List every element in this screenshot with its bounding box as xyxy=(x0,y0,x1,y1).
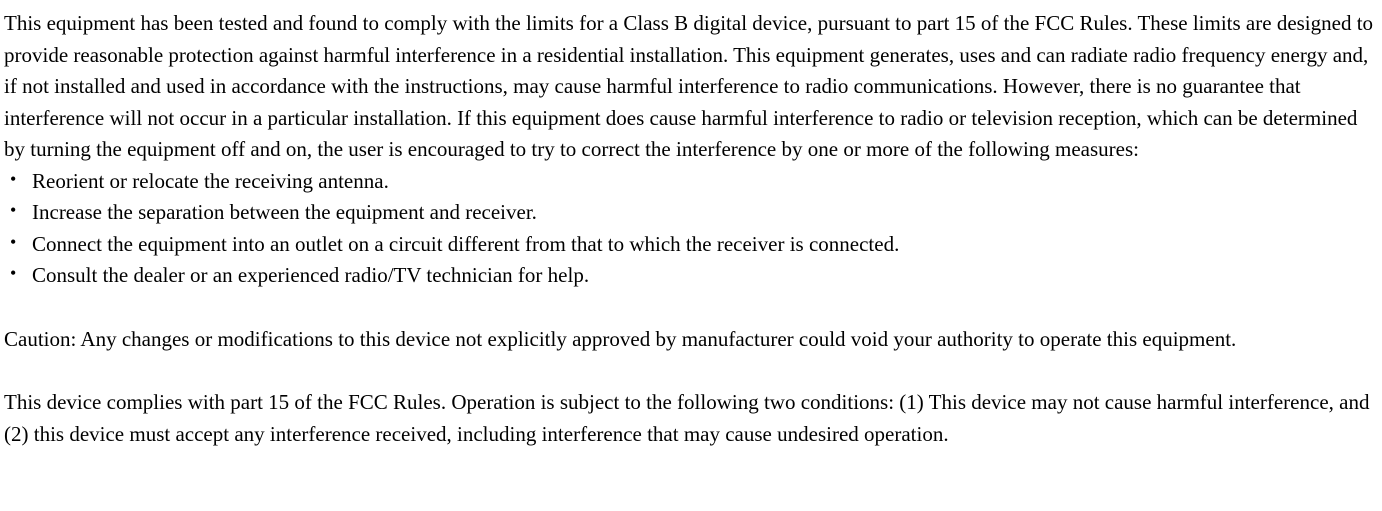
spacer xyxy=(4,292,1374,324)
list-item: Consult the dealer or an experienced rad… xyxy=(4,260,1374,292)
list-item: Increase the separation between the equi… xyxy=(4,197,1374,229)
main-paragraph: This equipment has been tested and found… xyxy=(4,8,1374,166)
compliance-paragraph: This device complies with part 15 of the… xyxy=(4,387,1374,450)
spacer xyxy=(4,355,1374,387)
list-item: Reorient or relocate the receiving anten… xyxy=(4,166,1374,198)
caution-paragraph: Caution: Any changes or modifications to… xyxy=(4,324,1374,356)
list-item: Connect the equipment into an outlet on … xyxy=(4,229,1374,261)
measures-list: Reorient or relocate the receiving anten… xyxy=(4,166,1374,292)
